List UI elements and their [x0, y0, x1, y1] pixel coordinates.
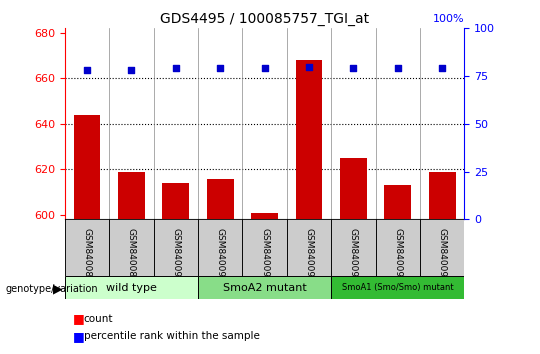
- Text: ■: ■: [73, 330, 85, 343]
- Text: GSM840091: GSM840091: [215, 228, 225, 283]
- Text: GSM840092: GSM840092: [260, 228, 269, 283]
- Bar: [198, 219, 242, 276]
- Point: [216, 65, 225, 71]
- Text: GSM840088: GSM840088: [83, 228, 91, 283]
- Bar: [65, 219, 109, 276]
- Bar: [198, 276, 331, 299]
- Point: [260, 65, 269, 71]
- Point: [305, 64, 313, 69]
- Bar: [376, 219, 420, 276]
- Bar: [429, 172, 456, 219]
- Bar: [331, 276, 464, 299]
- Bar: [287, 219, 331, 276]
- Text: wild type: wild type: [106, 282, 157, 293]
- Bar: [242, 219, 287, 276]
- Bar: [153, 219, 198, 276]
- Point: [394, 65, 402, 71]
- Bar: [340, 158, 367, 219]
- Point: [349, 65, 357, 71]
- Bar: [207, 178, 233, 219]
- Text: 100%: 100%: [433, 15, 464, 24]
- Text: percentile rank within the sample: percentile rank within the sample: [84, 331, 260, 341]
- Text: GSM840094: GSM840094: [349, 228, 358, 283]
- Text: GSM840090: GSM840090: [171, 228, 180, 283]
- Text: GSM840096: GSM840096: [438, 228, 447, 283]
- Bar: [163, 183, 189, 219]
- Bar: [65, 276, 198, 299]
- Text: GSM840095: GSM840095: [393, 228, 402, 283]
- Text: GSM840093: GSM840093: [305, 228, 314, 283]
- Bar: [420, 219, 464, 276]
- Text: count: count: [84, 314, 113, 324]
- Bar: [331, 219, 376, 276]
- Point: [438, 65, 447, 71]
- Text: SmoA1 (Smo/Smo) mutant: SmoA1 (Smo/Smo) mutant: [342, 283, 454, 292]
- Point: [127, 68, 136, 73]
- Bar: [384, 185, 411, 219]
- Text: ■: ■: [73, 312, 85, 325]
- Bar: [251, 213, 278, 219]
- Text: genotype/variation: genotype/variation: [5, 284, 98, 293]
- Bar: [109, 219, 153, 276]
- Text: SmoA2 mutant: SmoA2 mutant: [222, 282, 307, 293]
- Text: GSM840089: GSM840089: [127, 228, 136, 283]
- Bar: [73, 115, 100, 219]
- Bar: [296, 60, 322, 219]
- Bar: [118, 172, 145, 219]
- Point: [83, 68, 91, 73]
- Text: ▶: ▶: [52, 282, 62, 295]
- Title: GDS4495 / 100085757_TGI_at: GDS4495 / 100085757_TGI_at: [160, 12, 369, 26]
- Point: [172, 65, 180, 71]
